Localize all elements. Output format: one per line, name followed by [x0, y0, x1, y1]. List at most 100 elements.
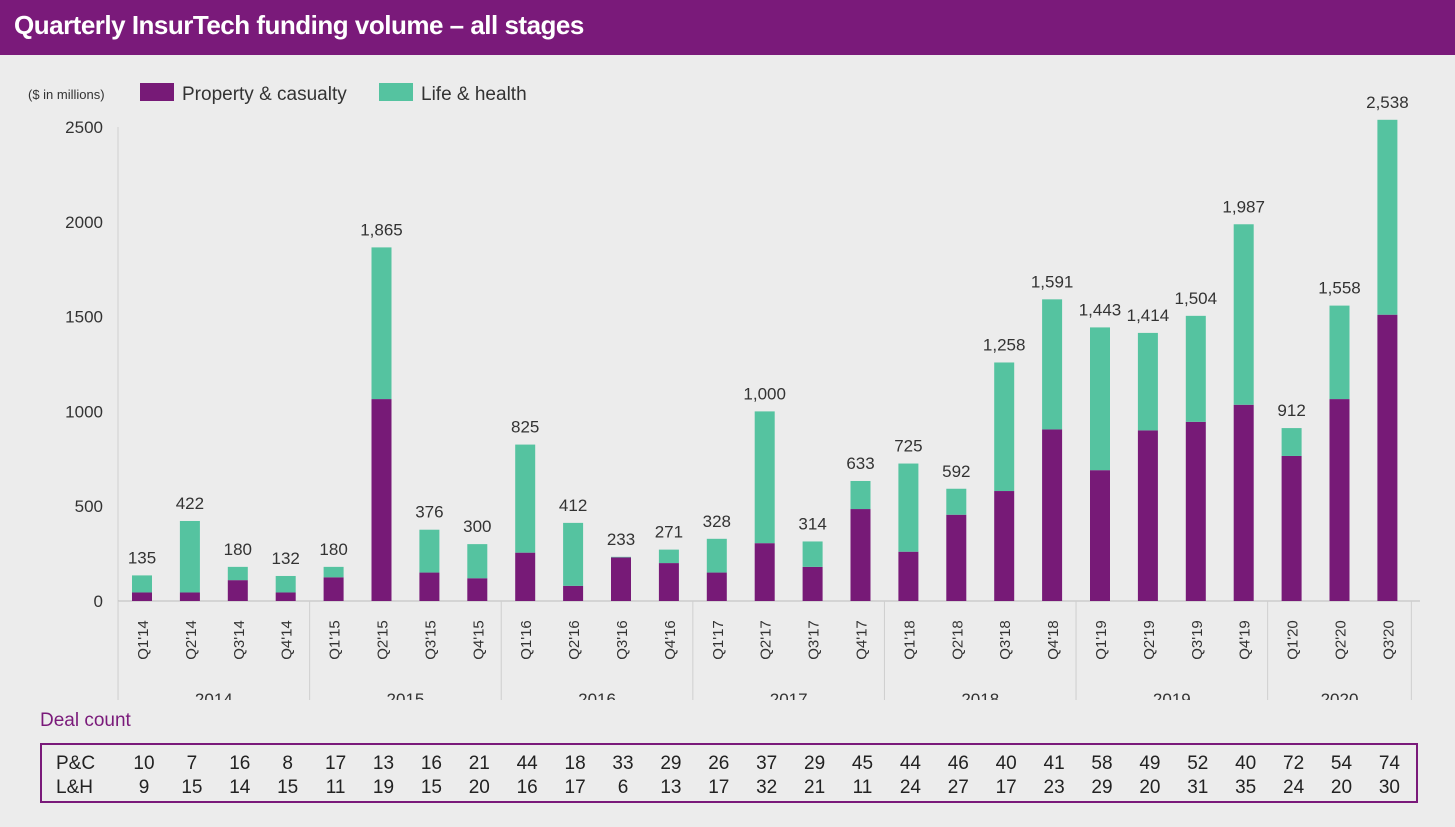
y-tick-label: 500 [75, 497, 103, 516]
bar-lh [227, 566, 248, 581]
deal-count-cell: 16 [516, 777, 538, 798]
bar-lh [371, 247, 392, 400]
deal-count-cell: 15 [277, 777, 299, 798]
bar-lh [515, 444, 536, 553]
deal-count-cell: 41 [1043, 753, 1065, 774]
deal-count-cell: 21 [804, 777, 826, 798]
unit-label: ($ in millions) [28, 87, 105, 102]
total-label: 180 [224, 540, 252, 559]
x-tick-label: Q3'15 [422, 620, 439, 660]
total-label: 1,258 [983, 335, 1026, 354]
deal-count-cell: 17 [564, 777, 586, 798]
x-tick-label: Q4'14 [279, 620, 296, 660]
bar-lh [1377, 119, 1398, 315]
deal-count-cell: 46 [947, 753, 969, 774]
x-tick-label: Q2'20 [1333, 620, 1350, 660]
deal-count-cell: 21 [468, 753, 490, 774]
deal-count-cell: 19 [372, 777, 395, 798]
total-label: 180 [319, 540, 347, 559]
bar-lh [467, 544, 488, 579]
x-tick-label: Q3'19 [1189, 620, 1206, 660]
bar-pc [515, 552, 536, 601]
row-label-pc: P&C [56, 753, 96, 774]
deal-count-cell: 7 [186, 753, 198, 774]
year-label: 2018 [961, 690, 999, 700]
bar-lh [658, 549, 679, 564]
total-label: 314 [798, 514, 826, 533]
bar-pc [611, 557, 631, 601]
bar-lh [611, 556, 631, 558]
deal-count-cell: 52 [1187, 753, 1209, 774]
deal-count-cell: 20 [1330, 777, 1353, 798]
bar-pc [179, 592, 200, 601]
legend-label-lh: Life & health [421, 84, 527, 105]
bar-lh [946, 488, 967, 515]
deal-count-cell: 9 [138, 777, 150, 798]
deal-count-cell: 35 [1235, 777, 1257, 798]
bar-pc [898, 551, 919, 601]
bar-pc [563, 585, 584, 601]
deal-count-table: P&C 10 7 16 8 17 13 16 21 44 18 33 29 26 37 29 45 44 46 40… [40, 743, 1418, 803]
deal-count-cell: 29 [1091, 777, 1113, 798]
total-label: 725 [894, 437, 922, 456]
bar-pc [1042, 429, 1063, 601]
y-tick-label: 1500 [65, 308, 103, 327]
total-label: 271 [655, 523, 683, 542]
x-tick-label: Q4'19 [1237, 620, 1254, 660]
deal-count-cell: 23 [1043, 777, 1065, 798]
x-tick-label: Q3'14 [231, 620, 248, 660]
total-label: 1,443 [1079, 300, 1122, 319]
deal-count-cell: 40 [1235, 753, 1257, 774]
bar-lh [1185, 315, 1206, 422]
bar-lh [275, 575, 296, 593]
deal-count-cell: 17 [325, 753, 347, 774]
year-label: 2015 [387, 690, 425, 700]
deal-count-cell: 72 [1283, 753, 1305, 774]
bar-pc [1185, 421, 1206, 601]
deal-count-label: Deal count [40, 710, 131, 731]
deal-count-cell: 37 [756, 753, 778, 774]
title-bar: Quarterly InsurTech funding volume – all… [0, 0, 1455, 55]
year-label: 2020 [1321, 690, 1359, 700]
x-tick-label: Q4'18 [1045, 620, 1062, 660]
bar-pc [1377, 314, 1398, 601]
x-tick-label: Q4'16 [662, 620, 679, 660]
bar-lh [754, 411, 775, 544]
bar-pc [1329, 399, 1350, 601]
bar-lh [1281, 428, 1302, 456]
x-tick-label: Q2'18 [949, 620, 966, 660]
total-label: 422 [176, 494, 204, 513]
deal-count-cell: 16 [229, 753, 251, 774]
bar-pc [227, 580, 248, 601]
x-tick-label: Q1'15 [327, 620, 344, 660]
x-tick-label: Q3'16 [614, 620, 631, 660]
bar-lh [1137, 332, 1158, 431]
total-label: 233 [607, 530, 635, 549]
bar-pc [132, 592, 152, 601]
deal-count-cell: 20 [468, 777, 490, 798]
year-label: 2019 [1153, 690, 1191, 700]
bar-pc [994, 491, 1015, 601]
row-label-lh: L&H [56, 777, 93, 798]
deal-count-cell: 13 [660, 777, 682, 798]
bar-pc [275, 592, 296, 601]
x-tick-label: Q1'18 [901, 620, 918, 660]
x-tick-label: Q3'20 [1380, 620, 1397, 660]
bar-lh [706, 538, 727, 573]
deal-count-cell: 29 [660, 753, 682, 774]
deal-count-cell: 29 [804, 753, 826, 774]
total-label: 1,987 [1222, 197, 1265, 216]
y-tick-label: 2000 [65, 213, 103, 232]
bar-pc [754, 543, 775, 601]
bar-pc [323, 577, 344, 601]
bar-pc [1233, 404, 1254, 601]
bar-pc [1281, 455, 1302, 601]
deal-count-cell: 31 [1187, 777, 1209, 798]
deal-row-lh: L&H 9 15 14 15 11 19 15 20 16 17 6 13 17 32 21 11 24 27 17… [42, 777, 1416, 801]
total-label: 633 [846, 454, 874, 473]
bar-lh [419, 529, 440, 573]
total-label: 132 [272, 549, 300, 568]
deal-count-cell: 16 [420, 753, 442, 774]
year-label: 2016 [578, 690, 616, 700]
y-tick-label: 1000 [65, 402, 103, 421]
